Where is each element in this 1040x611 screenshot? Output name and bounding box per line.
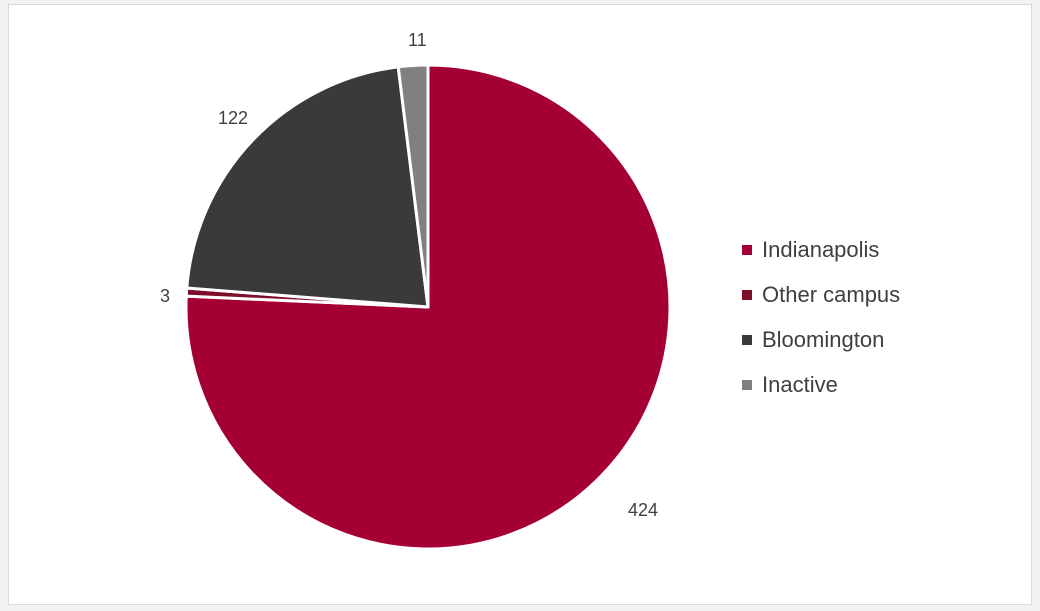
legend-label-bloomington: Bloomington [762, 326, 885, 352]
legend: Indianapolis Other campus Bloomington In… [742, 227, 900, 407]
legend-item-bloomington: Bloomington [742, 317, 900, 362]
legend-swatch-indianapolis [742, 244, 752, 255]
data-label-bloomington: 122 [218, 108, 248, 128]
pie-slice-indianapolis [184, 63, 672, 551]
legend-swatch-inactive [742, 379, 752, 390]
legend-item-indianapolis: Indianapolis [742, 227, 900, 272]
pie-slice-bloomington [185, 65, 430, 309]
pie-slice-inactive [396, 63, 430, 309]
data-label-other-campus: 3 [160, 286, 170, 306]
legend-label-inactive: Inactive [762, 371, 838, 397]
data-label-inactive: 11 [408, 30, 427, 50]
legend-item-inactive: Inactive [742, 362, 900, 407]
legend-item-other-campus: Other campus [742, 272, 900, 317]
legend-label-other-campus: Other campus [762, 281, 901, 307]
legend-label-indianapolis: Indianapolis [762, 236, 880, 262]
data-label-indianapolis: 424 [628, 500, 658, 520]
legend-swatch-bloomington [742, 334, 752, 345]
legend-swatch-other-campus [742, 289, 752, 300]
